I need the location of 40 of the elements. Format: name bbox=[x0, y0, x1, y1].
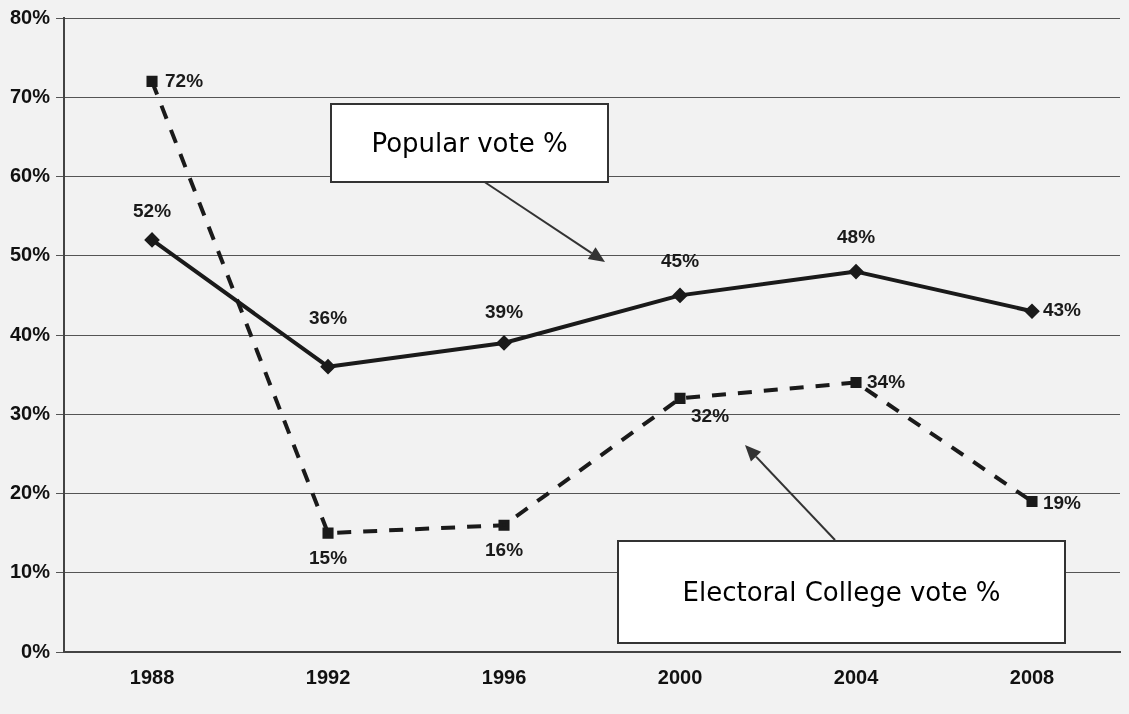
callout-box: Popular vote % bbox=[330, 103, 609, 183]
data-label: 72% bbox=[165, 69, 204, 91]
data-label: 34% bbox=[866, 370, 906, 392]
point bbox=[321, 359, 336, 374]
y-tick-label: 50% bbox=[10, 243, 51, 266]
point bbox=[849, 264, 864, 279]
callout-box: Electoral College vote % bbox=[617, 540, 1066, 644]
data-label: 16% bbox=[485, 539, 524, 561]
y-tick-label: 40% bbox=[10, 322, 51, 345]
data-label: 45% bbox=[661, 249, 700, 271]
point bbox=[850, 377, 862, 389]
point bbox=[674, 392, 686, 404]
data-label: 36% bbox=[309, 306, 348, 328]
data-label: 43% bbox=[1042, 299, 1082, 321]
point bbox=[1025, 304, 1039, 319]
x-tick-label: 2000 bbox=[657, 665, 703, 688]
y-tick-label: 0% bbox=[21, 639, 51, 662]
data-label: 19% bbox=[1042, 491, 1082, 513]
x-tick-label: 1992 bbox=[305, 665, 351, 688]
point bbox=[145, 232, 160, 247]
data-label: 52% bbox=[133, 200, 172, 222]
point bbox=[322, 527, 334, 539]
data-label: 15% bbox=[309, 547, 348, 569]
y-tick-label: 70% bbox=[10, 84, 51, 107]
y-tick-label: 10% bbox=[10, 560, 51, 583]
point bbox=[497, 335, 512, 350]
point bbox=[1026, 495, 1038, 507]
x-tick-label: 2004 bbox=[833, 665, 880, 688]
x-tick-label: 2008 bbox=[1009, 665, 1055, 688]
point bbox=[673, 288, 688, 303]
y-tick-label: 80% bbox=[10, 5, 51, 28]
x-tick-label: 1988 bbox=[129, 665, 175, 688]
y-tick-label: 60% bbox=[10, 164, 51, 187]
data-label: 39% bbox=[485, 301, 524, 323]
point bbox=[146, 75, 158, 87]
x-tick-label: 1996 bbox=[481, 665, 527, 688]
y-tick-label: 20% bbox=[10, 481, 51, 504]
data-label: 48% bbox=[836, 225, 876, 247]
y-tick-label: 30% bbox=[10, 401, 51, 424]
point bbox=[498, 519, 510, 531]
